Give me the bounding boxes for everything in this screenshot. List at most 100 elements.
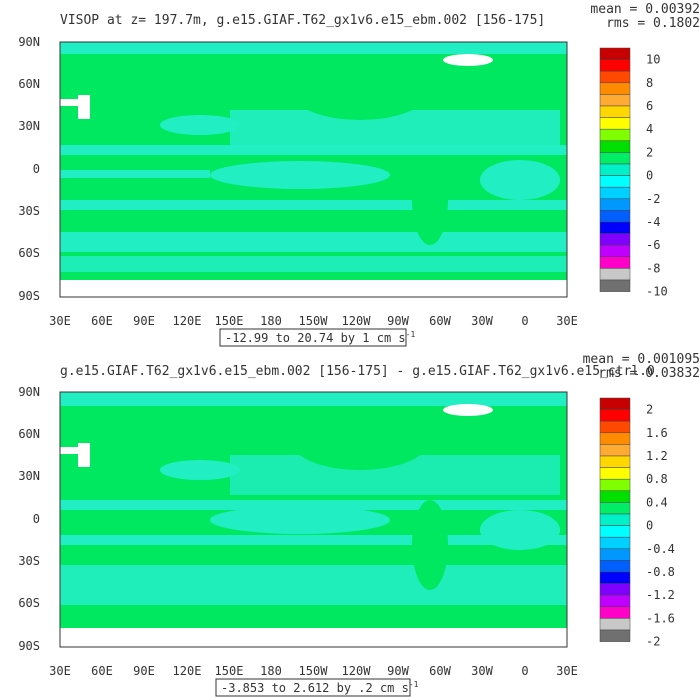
colorbar-label: 0.8 (646, 472, 668, 486)
colorbar-swatch (599, 105, 631, 118)
stats-mean: mean = 0.001095 (583, 352, 700, 367)
colorbar-swatch (599, 583, 631, 596)
lon-label: 120W (342, 664, 372, 678)
lat-label: 60S (18, 246, 40, 260)
colorbar-swatch (599, 629, 631, 642)
colorbar-label: 8 (646, 76, 653, 90)
colorbar-label: -1.2 (646, 588, 675, 602)
colorbar-swatch (599, 432, 631, 445)
colorbar-label: 2 (646, 403, 653, 417)
colorbar-swatch (599, 175, 631, 188)
lon-label: 120E (173, 314, 202, 328)
lon-label: 120E (173, 664, 202, 678)
lon-label: 150W (299, 314, 329, 328)
lon-label: 30E (49, 664, 71, 678)
colorbar-swatch (599, 140, 631, 153)
lon-label: 60E (91, 664, 113, 678)
lon-label: 120W (342, 314, 372, 328)
colorbar-swatch (599, 560, 631, 573)
colorbar-label: -0.4 (646, 542, 675, 556)
panel-top: VISOP at z= 197.7m, g.e15.GIAF.T62_gx1v6… (18, 2, 700, 347)
colorbar-swatch (599, 397, 631, 410)
lon-label: 150E (215, 664, 244, 678)
stats-rms: rms = 0.1802 (606, 16, 700, 31)
lat-label: 0 (33, 162, 40, 176)
colorbar-swatch (599, 94, 631, 107)
colorbar-swatch (599, 548, 631, 561)
lon-label: 60W (429, 314, 451, 328)
lon-label: 30E (556, 314, 578, 328)
colorbar-label: 6 (646, 99, 653, 113)
colorbar-swatch (599, 502, 631, 515)
lat-label: 0 (33, 512, 40, 526)
colorbar-label: -10 (646, 285, 668, 299)
colorbar-swatch (599, 536, 631, 550)
lon-label: 90E (133, 314, 155, 328)
lon-label: 60E (91, 314, 113, 328)
lon-label: 90E (133, 664, 155, 678)
stats-rms: rms = 0.03832 (598, 366, 700, 381)
colorbar-swatch (599, 571, 631, 584)
lon-label: 30W (471, 314, 493, 328)
colorbar-swatch (599, 455, 631, 468)
colorbar-swatch (599, 47, 631, 60)
lat-label: 30S (18, 554, 40, 568)
map-field (60, 42, 567, 297)
colorbar-swatch (599, 594, 631, 608)
map-frame (59, 391, 568, 648)
colorbar-swatch (599, 70, 631, 84)
lat-label: 90S (18, 639, 40, 653)
colorbar-swatch (599, 59, 631, 72)
panel-bottom: g.e15.GIAF.T62_gx1v6.e15_ebm.002 [156-17… (18, 352, 700, 697)
colorbar-label: 1.6 (646, 426, 668, 440)
range-text: -3.853 to 2.612 by .2 cm s-1 (221, 680, 419, 695)
lon-label: 150W (299, 664, 329, 678)
colorbar-label: -6 (646, 238, 660, 252)
colorbar-swatch (599, 525, 631, 538)
colorbar-label: 0 (646, 169, 653, 183)
colorbar-swatch (599, 279, 631, 292)
lon-axis: 30E 60E 90E 120E 150E 180 150W 120W 90W … (49, 314, 578, 328)
lon-label: 30W (471, 664, 493, 678)
colorbar-label: -2 (646, 635, 660, 649)
colorbar-swatch (599, 618, 631, 631)
colorbar-swatch (599, 478, 631, 492)
lon-label: 0 (521, 314, 528, 328)
panel-title: VISOP at z= 197.7m, g.e15.GIAF.T62_gx1v6… (60, 13, 545, 28)
colorbar-label: -4 (646, 215, 660, 229)
lon-label: 90W (387, 664, 409, 678)
lon-label: 30E (49, 314, 71, 328)
colorbar-swatch (599, 490, 631, 503)
lat-label: 60S (18, 596, 40, 610)
colorbar-swatch (599, 152, 631, 165)
colorbar-swatch (599, 244, 631, 258)
colorbar-swatch (599, 420, 631, 434)
colorbar-swatch (599, 409, 631, 422)
lat-label: 30N (18, 119, 40, 133)
lat-axis: 90N 60N 30N 0 30S 60S 90S (18, 385, 40, 653)
lat-label: 90N (18, 385, 40, 399)
colorbar-label: -0.8 (646, 565, 675, 579)
colorbar-label: -1.6 (646, 611, 675, 625)
lat-label: 30N (18, 469, 40, 483)
colorbar-label: 4 (646, 122, 653, 136)
lat-axis: 90N 60N 30N 0 30S 60S 90S (18, 35, 40, 303)
lat-label: 60N (18, 77, 40, 91)
range-box: -3.853 to 2.612 by .2 cm s-1 (215, 678, 419, 697)
lon-label: 180 (260, 664, 282, 678)
lon-label: 90W (387, 314, 409, 328)
stats-mean: mean = 0.00392 (590, 2, 700, 17)
lon-label: 60W (429, 664, 451, 678)
lat-label: 90N (18, 35, 40, 49)
colorbar-label: -8 (646, 261, 660, 275)
colorbar-label: 2 (646, 145, 653, 159)
colorbar-swatch (599, 163, 631, 176)
colorbar-label: 0 (646, 519, 653, 533)
lon-label: 150E (215, 314, 244, 328)
colorbar-label: 10 (646, 53, 660, 67)
colorbar-bottom: 2 1.6 1.2 0.8 0.4 0 -0.4 -0.8 -1.2 -1.6 -2 (599, 397, 675, 649)
colorbar-swatch (599, 444, 631, 457)
panel-title: g.e15.GIAF.T62_gx1v6.e15_ebm.002 [156-17… (60, 364, 655, 379)
lat-label: 90S (18, 289, 40, 303)
